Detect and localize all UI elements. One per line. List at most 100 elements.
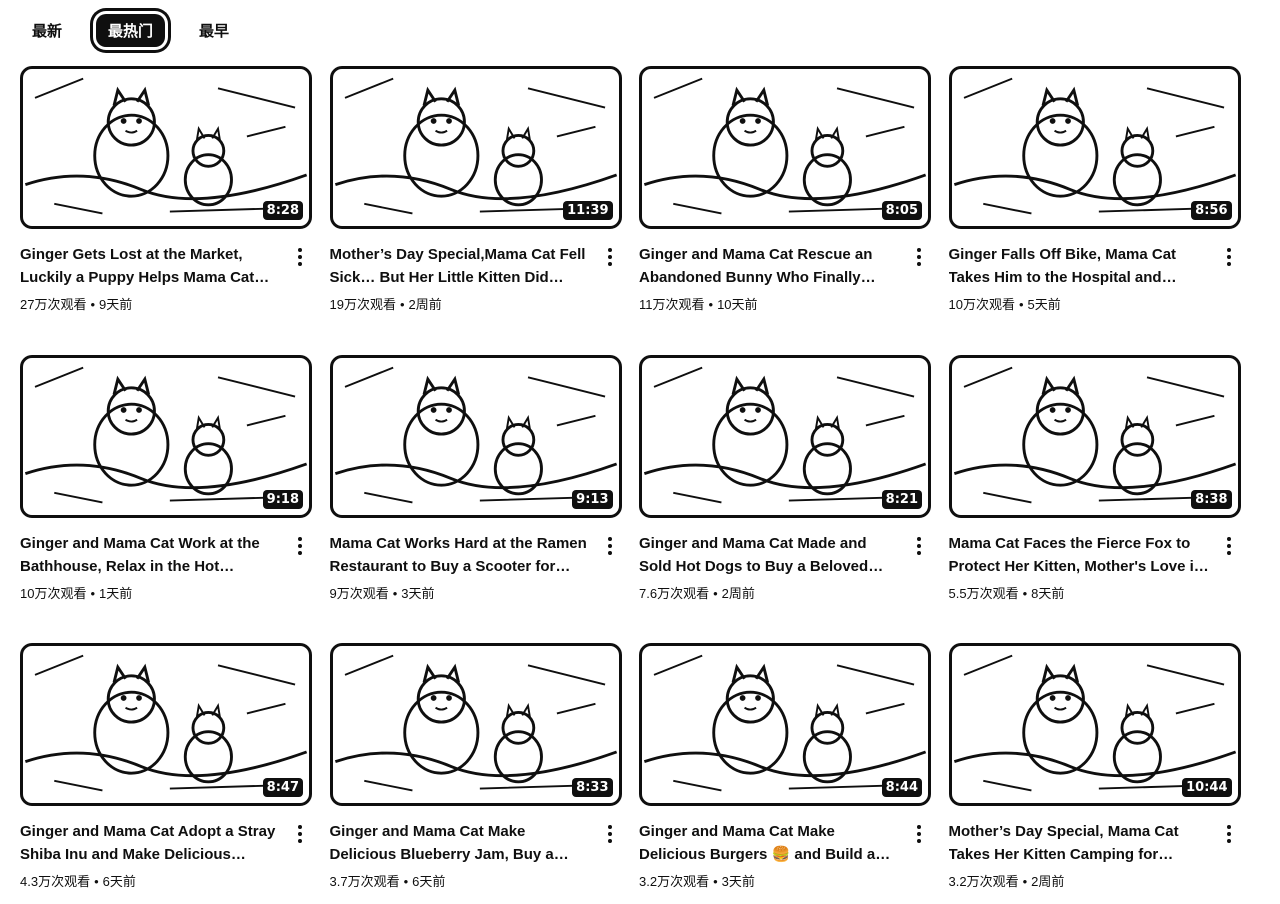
video-meta: Mother’s Day Special,Mama Cat Fell Sick…… [330, 243, 622, 313]
chip-latest[interactable]: 最新 [20, 13, 75, 47]
thumbnail-illustration [24, 77, 308, 215]
video-card[interactable]: 8:28 Ginger Gets Lost at the Market, Luc… [20, 66, 312, 313]
upload-age: 5天前 [1027, 297, 1061, 312]
upload-age: 8天前 [1031, 585, 1065, 601]
video-meta: Mama Cat Works Hard at the Ramen Restaur… [330, 532, 622, 602]
video-title[interactable]: Ginger and Mama Cat Work at the Bathhous… [20, 534, 260, 575]
chip-popular[interactable]: 最热门 [96, 13, 166, 47]
video-thumbnail[interactable]: 9:13 [329, 354, 622, 518]
video-meta: Ginger and Mama Cat Made and Sold Hot Do… [639, 532, 931, 602]
view-count: 3.7万次观看 [329, 874, 400, 889]
video-stats: 19万次观看 • 2周前 [330, 294, 592, 313]
video-title[interactable]: Mother’s Day Special, Mama Cat Takes Her… [948, 823, 1179, 863]
video-thumbnail[interactable]: 8:21 [639, 354, 931, 518]
more-options-icon[interactable] [292, 534, 308, 558]
video-card[interactable]: 8:33 Ginger and Mama Cat Make Delicious … [329, 643, 622, 890]
video-duration-badge: 8:05 [881, 201, 922, 220]
video-thumbnail[interactable]: 8:05 [639, 66, 931, 229]
video-duration-badge: 11:39 [563, 201, 613, 220]
video-meta: Ginger and Mama Cat Rescue an Abandoned … [639, 243, 931, 313]
video-title[interactable]: Ginger and Mama Cat Make Delicious Burge… [639, 823, 891, 863]
more-options-icon[interactable] [911, 245, 927, 269]
video-title[interactable]: Mama Cat Faces the Fierce Fox to Protect… [948, 534, 1209, 575]
more-options-icon[interactable] [292, 822, 308, 846]
video-duration-badge: 9:13 [572, 489, 613, 509]
upload-age: 3天前 [401, 585, 435, 601]
video-title[interactable]: Ginger Gets Lost at the Market, Luckily … [20, 246, 270, 286]
video-title[interactable]: Ginger and Mama Cat Rescue an Abandoned … [639, 246, 873, 286]
view-count: 10万次观看 [948, 297, 1015, 312]
separator-dot: • [1022, 874, 1028, 889]
thumbnail-illustration [334, 366, 617, 503]
view-count: 4.3万次观看 [20, 874, 91, 889]
chip-oldest[interactable]: 最早 [187, 13, 242, 47]
separator-dot: • [713, 585, 718, 601]
video-card[interactable]: 10:44 Mother’s Day Special, Mama Cat Tak… [948, 643, 1241, 890]
video-title[interactable]: Ginger and Mama Cat Made and Sold Hot Do… [639, 534, 869, 575]
view-count: 9万次观看 [329, 585, 389, 601]
more-options-icon[interactable] [292, 245, 308, 269]
video-stats: 10万次观看 • 5天前 [949, 294, 1211, 313]
video-stats: 3.2万次观看 • 3天前 [639, 871, 901, 890]
upload-age: 2周前 [408, 297, 442, 312]
video-card[interactable]: 8:38 Mama Cat Faces the Fierce Fox to Pr… [948, 354, 1241, 602]
video-stats: 27万次观看 • 9天前 [20, 294, 282, 313]
video-meta: Ginger and Mama Cat Make Delicious Blueb… [330, 820, 622, 890]
video-card[interactable]: 8:21 Ginger and Mama Cat Made and Sold H… [639, 354, 931, 602]
more-options-icon[interactable] [1221, 245, 1237, 269]
video-duration-badge: 8:47 [262, 778, 303, 797]
video-thumbnail[interactable]: 8:56 [948, 66, 1241, 229]
video-card[interactable]: 8:44 Ginger and Mama Cat Make Delicious … [639, 643, 931, 890]
thumbnail-illustration [643, 654, 927, 792]
video-card[interactable]: 11:39 Mother’s Day Special,Mama Cat Fell… [329, 66, 622, 313]
upload-age: 2周前 [1031, 874, 1065, 889]
upload-age: 1天前 [99, 585, 133, 601]
thumbnail-illustration [24, 366, 308, 503]
separator-dot: • [90, 297, 96, 312]
more-options-icon[interactable] [602, 534, 618, 558]
view-count: 19万次观看 [329, 297, 396, 312]
video-card[interactable]: 9:18 Ginger and Mama Cat Work at the Bat… [20, 354, 312, 602]
video-thumbnail[interactable]: 10:44 [948, 643, 1241, 806]
more-options-icon[interactable] [602, 245, 618, 269]
more-options-icon[interactable] [911, 534, 927, 558]
video-stats: 4.3万次观看 • 6天前 [20, 871, 282, 890]
video-title[interactable]: Mother’s Day Special,Mama Cat Fell Sick…… [329, 246, 586, 286]
more-options-icon[interactable] [1221, 822, 1237, 846]
video-thumbnail[interactable]: 8:33 [329, 643, 622, 806]
video-meta: Ginger and Mama Cat Adopt a Stray Shiba … [20, 820, 312, 890]
more-options-icon[interactable] [602, 822, 618, 846]
view-count: 3.2万次观看 [948, 874, 1019, 889]
video-thumbnail[interactable]: 9:18 [20, 354, 312, 518]
video-meta: Mama Cat Faces the Fierce Fox to Protect… [949, 532, 1241, 602]
video-thumbnail[interactable]: 8:38 [948, 354, 1241, 518]
video-card[interactable]: 8:56 Ginger Falls Off Bike, Mama Cat Tak… [948, 66, 1241, 313]
video-stats: 3.7万次观看 • 6天前 [330, 871, 592, 890]
separator-dot: • [94, 874, 99, 889]
video-card[interactable]: 9:13 Mama Cat Works Hard at the Ramen Re… [329, 354, 622, 602]
video-stats: 7.6万次观看 • 2周前 [639, 583, 901, 602]
video-stats: 11万次观看 • 10天前 [639, 294, 901, 313]
separator-dot: • [1018, 297, 1024, 312]
video-thumbnail[interactable]: 8:44 [639, 643, 931, 806]
video-meta: Ginger and Mama Cat Work at the Bathhous… [20, 532, 312, 602]
video-title[interactable]: Mama Cat Works Hard at the Ramen Restaur… [329, 534, 587, 575]
more-options-icon[interactable] [911, 822, 927, 846]
separator-dot: • [399, 297, 405, 312]
view-count: 5.5万次观看 [948, 585, 1019, 601]
thumbnail-illustration [953, 654, 1236, 792]
video-thumbnail[interactable]: 8:47 [20, 643, 312, 806]
video-title[interactable]: Ginger and Mama Cat Adopt a Stray Shiba … [20, 823, 276, 863]
video-meta: Ginger and Mama Cat Make Delicious Burge… [639, 820, 931, 890]
more-options-icon[interactable] [1221, 534, 1237, 558]
video-thumbnail[interactable]: 8:28 [20, 66, 312, 229]
video-meta: Ginger Falls Off Bike, Mama Cat Takes Hi… [949, 243, 1241, 313]
view-count: 10万次观看 [20, 585, 87, 601]
thumbnail-illustration [334, 77, 617, 215]
video-thumbnail[interactable]: 11:39 [329, 66, 622, 229]
separator-dot: • [403, 874, 409, 889]
video-title[interactable]: Ginger and Mama Cat Make Delicious Blueb… [329, 823, 569, 863]
video-card[interactable]: 8:47 Ginger and Mama Cat Adopt a Stray S… [20, 643, 312, 890]
video-title[interactable]: Ginger Falls Off Bike, Mama Cat Takes Hi… [948, 246, 1177, 286]
video-card[interactable]: 8:05 Ginger and Mama Cat Rescue an Aband… [639, 66, 931, 313]
